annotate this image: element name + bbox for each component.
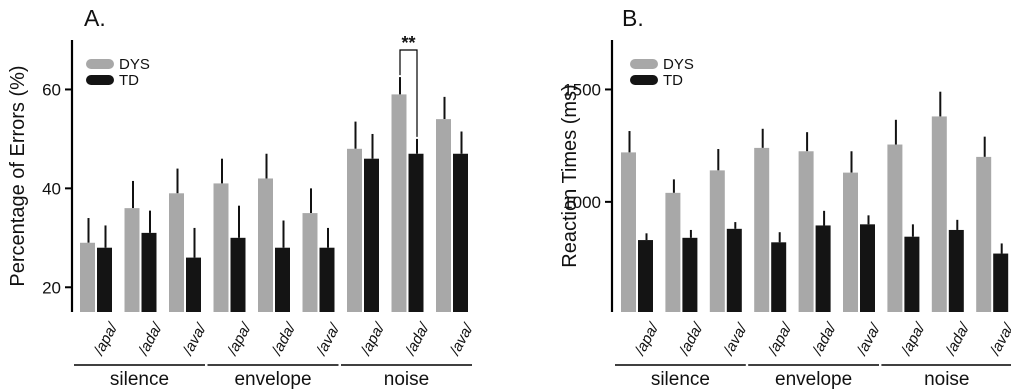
bar-dys [887, 145, 902, 312]
legend-label: TD [119, 72, 139, 89]
legend-label: TD [663, 72, 683, 89]
bar-td [638, 240, 653, 312]
bar-td [409, 154, 424, 312]
category-label: /apa/ [357, 319, 389, 359]
bar-td [186, 258, 201, 312]
category-label: /ada/ [135, 319, 167, 359]
panel-label: A. [84, 5, 106, 31]
bar-td [993, 254, 1008, 312]
legend-swatch-td [630, 75, 658, 85]
y-tick-label: 60 [42, 80, 61, 99]
bar-dys [710, 170, 725, 312]
category-label: /ada/ [402, 319, 434, 359]
category-label: /apa/ [90, 319, 122, 359]
bar-dys [392, 94, 407, 312]
bar-td [320, 248, 335, 312]
bar-td [949, 230, 964, 312]
chart-panel-b: B. Reaction Times (ms)1000 1500/apa/ /ada/ /… [559, 5, 1011, 389]
legend-swatch-td [86, 75, 114, 85]
category-label: /ava/ [986, 320, 1011, 359]
category-label: /apa/ [224, 319, 256, 359]
bar-td [275, 248, 290, 312]
bar-td [453, 154, 468, 312]
y-tick-label: 1500 [563, 80, 601, 99]
bar-dys [436, 119, 451, 312]
bar-dys [754, 148, 769, 312]
significance-label: ** [401, 33, 415, 53]
group-label: noise [924, 369, 969, 389]
group-label: envelope [234, 369, 311, 389]
bar-dys [125, 208, 140, 312]
legend-label: DYS [119, 56, 150, 73]
bar-td [816, 225, 831, 312]
group-label: noise [384, 369, 429, 389]
category-label: /ava/ [853, 320, 885, 359]
bar-dys [258, 178, 273, 312]
chart-panel-a: A. Percentage of Errors (%) 20 40 60/apa/ /ad… [7, 5, 478, 389]
y-tick-label: 40 [42, 179, 61, 198]
bar-dys [303, 213, 318, 312]
category-label: /ada/ [675, 319, 707, 359]
bar-td [142, 233, 157, 312]
bar-dys [214, 183, 229, 312]
bar-td [904, 237, 919, 312]
bar-td [860, 224, 875, 312]
legend-swatch-dys [86, 59, 114, 69]
category-label: /ada/ [809, 319, 841, 359]
bar-dys [621, 152, 636, 312]
category-label: /apa/ [897, 319, 929, 359]
category-label: /ava/ [446, 320, 478, 359]
category-label: /ada/ [268, 319, 300, 359]
y-axis-title: Percentage of Errors (%) [7, 65, 29, 286]
category-label: /ava/ [720, 320, 752, 359]
bar-dys [843, 173, 858, 312]
bar-dys [80, 243, 95, 312]
bar-dys [932, 116, 947, 312]
bar-td [727, 229, 742, 312]
bar-dys [799, 151, 814, 312]
bar-dys [665, 193, 680, 312]
bar-td [771, 242, 786, 312]
legend-swatch-dys [630, 59, 658, 69]
panel-label: B. [622, 5, 644, 31]
bar-dys [347, 149, 362, 312]
group-label: silence [651, 369, 710, 389]
y-tick-label: 20 [42, 278, 61, 297]
category-label: /ada/ [942, 319, 974, 359]
category-label: /apa/ [631, 319, 663, 359]
group-label: silence [110, 369, 169, 389]
y-tick-label: 1000 [563, 193, 601, 212]
group-label: envelope [775, 369, 852, 389]
bar-td [97, 248, 112, 312]
bar-dys [976, 157, 991, 312]
legend-label: DYS [663, 56, 694, 73]
category-label: /ava/ [179, 320, 211, 359]
bar-td [364, 159, 379, 312]
bar-td [231, 238, 246, 312]
bar-dys [169, 193, 184, 312]
bar-td [682, 238, 697, 312]
y-axis-title: Reaction Times (ms) [559, 84, 581, 267]
category-label: /ava/ [313, 320, 345, 359]
category-label: /apa/ [764, 319, 796, 359]
